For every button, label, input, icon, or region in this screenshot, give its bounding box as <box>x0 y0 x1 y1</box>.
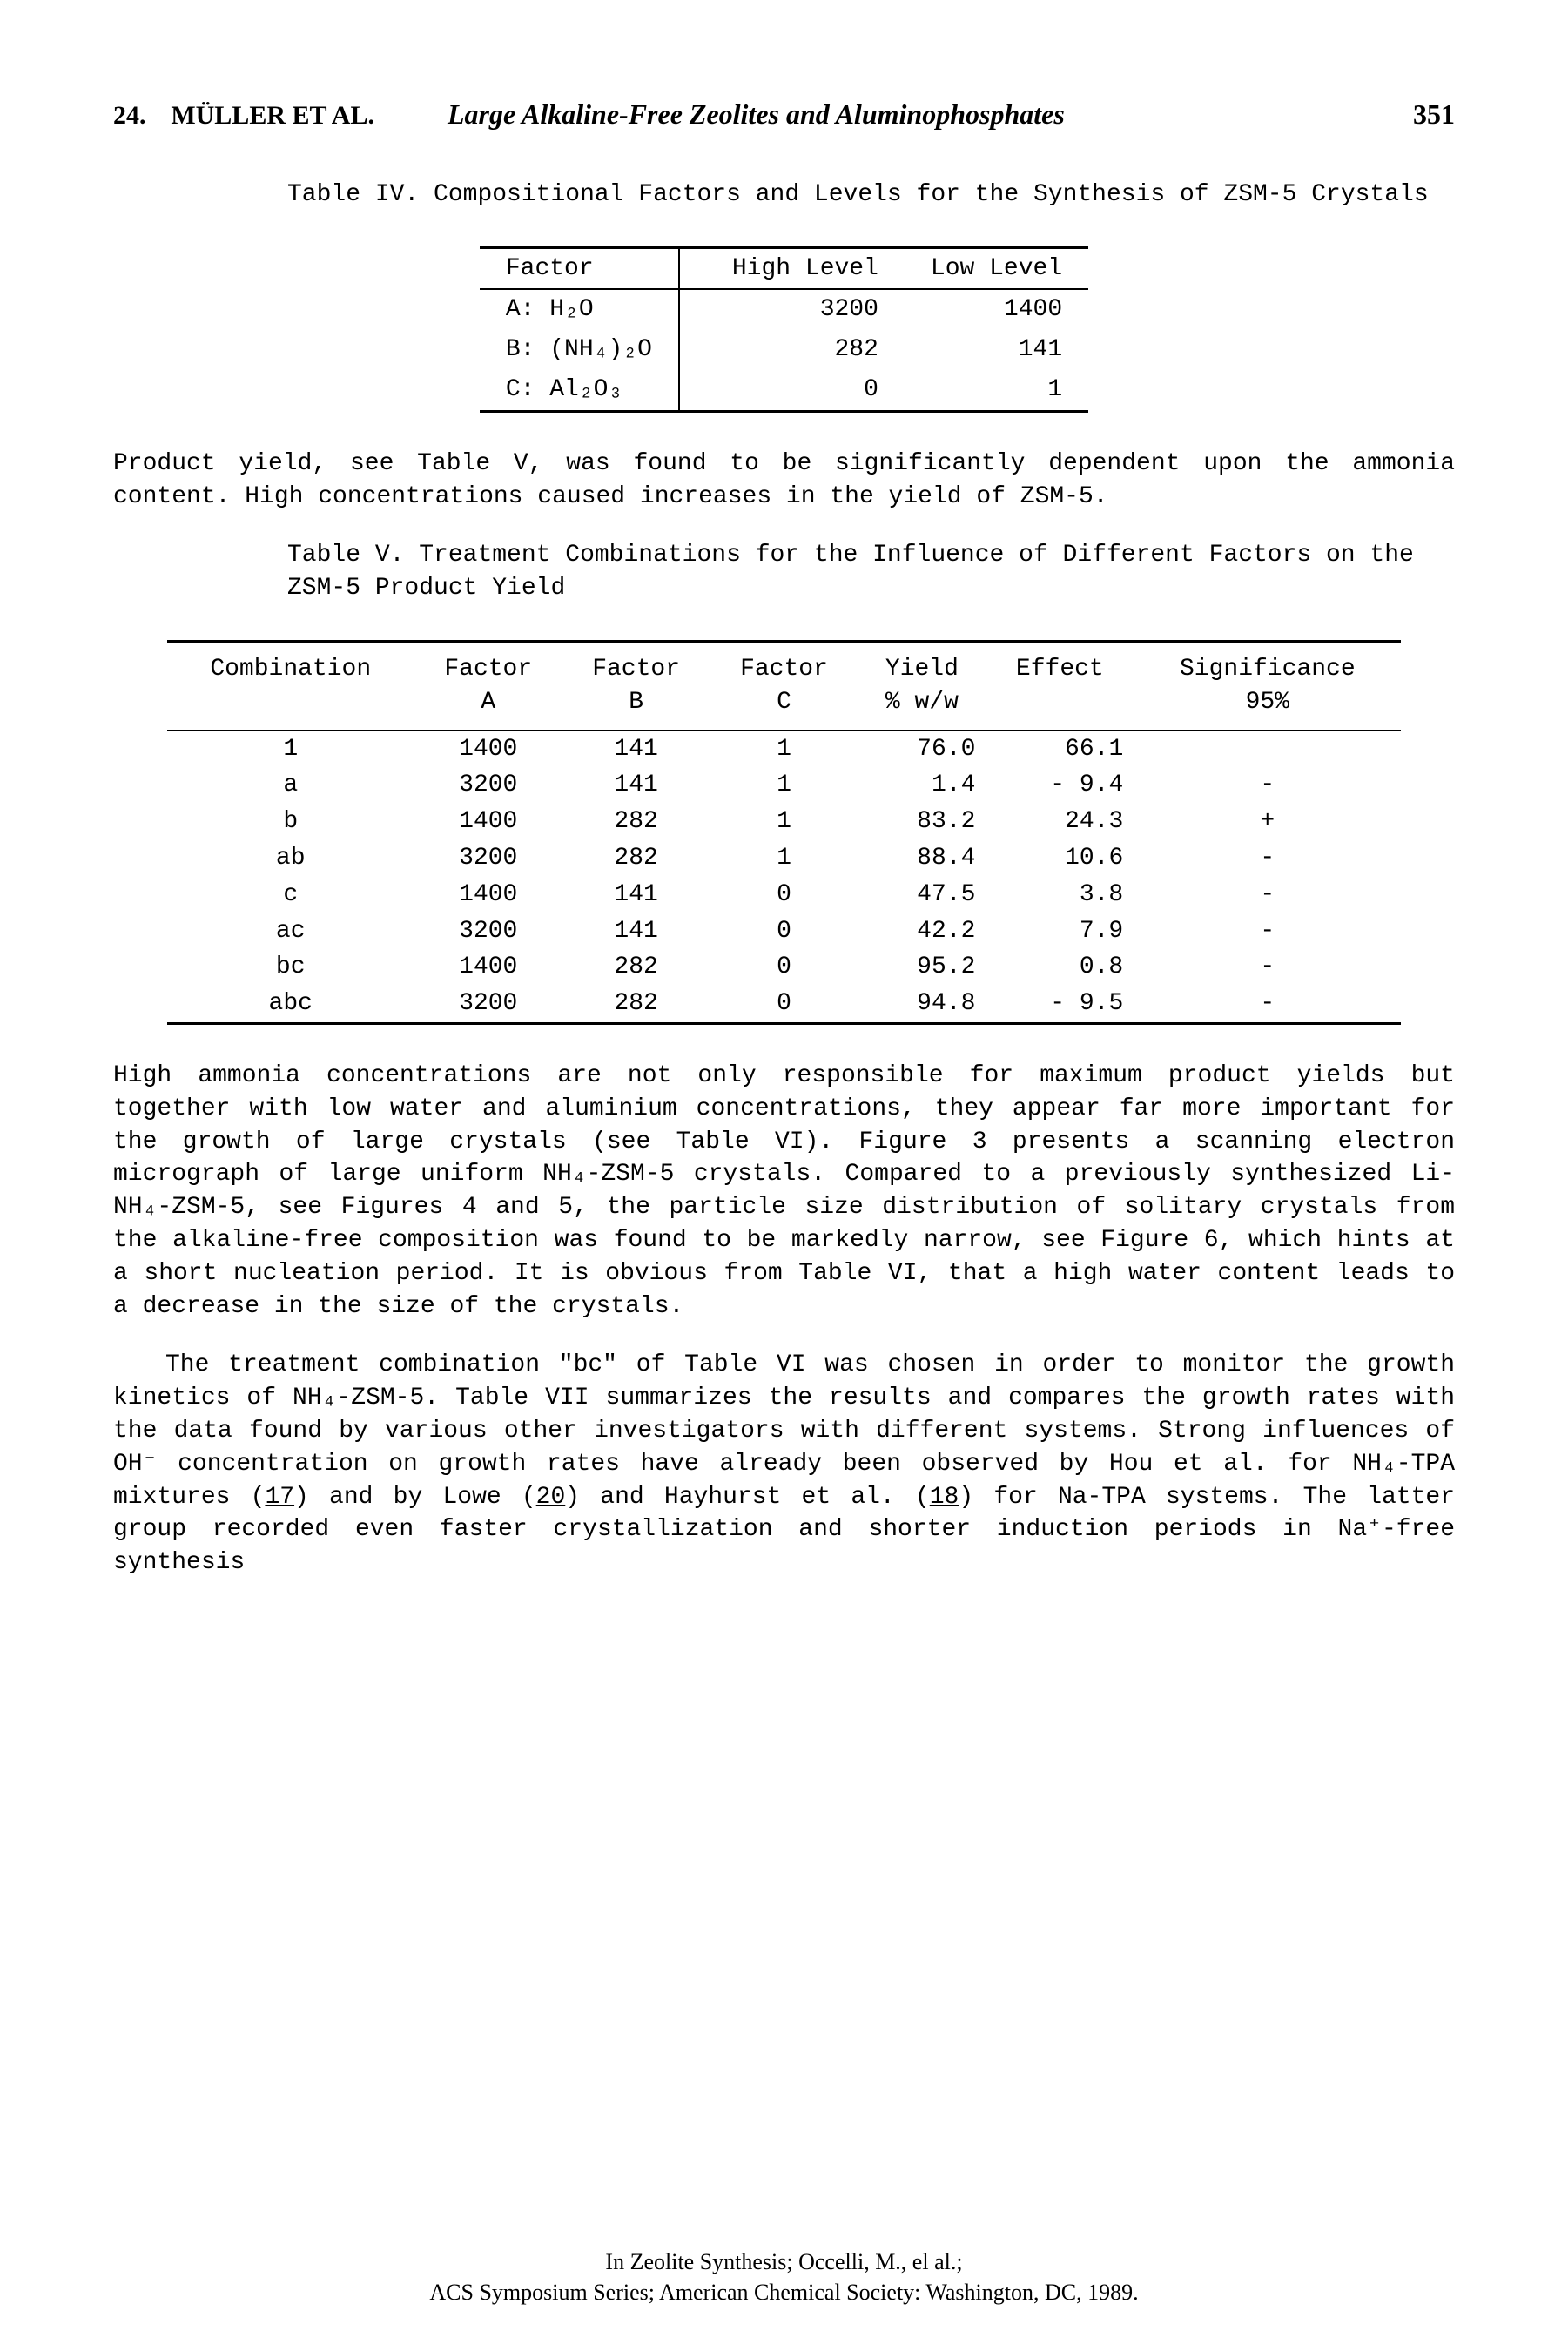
table5-cell: 42.2 <box>858 913 986 950</box>
table5-header: FactorC <box>710 641 858 730</box>
table4-cell: 3200 <box>679 289 905 330</box>
table5-cell: 88.4 <box>858 840 986 877</box>
table5-cell: - 9.4 <box>986 767 1134 804</box>
table5-cell: 3200 <box>414 913 562 950</box>
table5-cell: 1400 <box>414 877 562 913</box>
table5-cell: 1 <box>167 731 414 768</box>
table4-cell: 0 <box>679 370 905 411</box>
page-number: 351 <box>1413 96 1455 133</box>
table5-cell: 1400 <box>414 804 562 840</box>
table5-cell: 1.4 <box>858 767 986 804</box>
table4-cell: 1400 <box>905 289 1088 330</box>
table4-caption: Table IV. Compositional Factors and Leve… <box>287 179 1455 212</box>
table5-cell: 1400 <box>414 949 562 986</box>
chapter-title: Large Alkaline-Free Zeolites and Alumino… <box>448 98 1065 130</box>
table5-header: Combination <box>167 641 414 730</box>
table4-cell: A: H₂O <box>480 289 679 330</box>
table5-cell: 0 <box>710 949 858 986</box>
table5-cell <box>1134 731 1401 768</box>
table5-cell: 83.2 <box>858 804 986 840</box>
table5-cell: 95.2 <box>858 949 986 986</box>
chapter-authors: 24. MÜLLER ET AL. Large Alkaline-Free Ze… <box>113 96 1065 135</box>
table5-cell: 47.5 <box>858 877 986 913</box>
chapter-number: 24. <box>113 101 146 130</box>
table5-cell: b <box>167 804 414 840</box>
table5-cell: a <box>167 767 414 804</box>
table5-cell: 0 <box>710 877 858 913</box>
table5-cell: - <box>1134 913 1401 950</box>
paragraph-2: High ammonia concentrations are not only… <box>113 1060 1455 1323</box>
table5-cell: 141 <box>562 731 710 768</box>
table5-cell: 94.8 <box>858 986 986 1023</box>
table5-header: FactorB <box>562 641 710 730</box>
table5-cell: - <box>1134 877 1401 913</box>
table5-header: FactorA <box>414 641 562 730</box>
table4-cell: 282 <box>679 330 905 370</box>
table5-cell: 282 <box>562 840 710 877</box>
table5-cell: 1 <box>710 804 858 840</box>
table5-cell: ab <box>167 840 414 877</box>
paragraph-1: Product yield, see Table V, was found to… <box>113 448 1455 514</box>
table5-cell: - <box>1134 949 1401 986</box>
table5-cell: 24.3 <box>986 804 1134 840</box>
table5-cell: 1 <box>710 767 858 804</box>
table5-cell: ac <box>167 913 414 950</box>
table4-cell: 141 <box>905 330 1088 370</box>
table5-cell: 1 <box>710 840 858 877</box>
table5-cell: 0.8 <box>986 949 1134 986</box>
paragraph-3: The treatment combination "bc" of Table … <box>113 1349 1455 1580</box>
table5-cell: - 9.5 <box>986 986 1134 1023</box>
table5-cell: 141 <box>562 913 710 950</box>
table4-cell: 1 <box>905 370 1088 411</box>
table5-cell: c <box>167 877 414 913</box>
table5-cell: bc <box>167 949 414 986</box>
table5-header: Effect <box>986 641 1134 730</box>
footer-line2: ACS Symposium Series; American Chemical … <box>0 2277 1568 2307</box>
table5-header: Yield% w/w <box>858 641 986 730</box>
table5-cell: 76.0 <box>858 731 986 768</box>
table5-cell: + <box>1134 804 1401 840</box>
authors: MÜLLER ET AL. <box>171 101 374 130</box>
table5-cell: 282 <box>562 804 710 840</box>
table5-cell: 10.6 <box>986 840 1134 877</box>
table5-cell: - <box>1134 767 1401 804</box>
page-footer: In Zeolite Synthesis; Occelli, M., el al… <box>0 2247 1568 2307</box>
table4-cell: C: Al₂O₃ <box>480 370 679 411</box>
table5: CombinationFactorAFactorBFactorCYield% w… <box>167 640 1402 1025</box>
table5-cell: abc <box>167 986 414 1023</box>
table5-header: Significance95% <box>1134 641 1401 730</box>
table5-cell: 3200 <box>414 840 562 877</box>
table5-cell: 1400 <box>414 731 562 768</box>
table5-cell: 141 <box>562 877 710 913</box>
table5-cell: 0 <box>710 913 858 950</box>
table4-cell: B: (NH₄)₂O <box>480 330 679 370</box>
table5-cell: 0 <box>710 986 858 1023</box>
footer-line1: In Zeolite Synthesis; Occelli, M., el al… <box>0 2247 1568 2277</box>
table5-cell: 7.9 <box>986 913 1134 950</box>
table5-cell: - <box>1134 986 1401 1023</box>
table4: Factor High Level Low Level A: H₂O 3200 … <box>480 246 1088 413</box>
table5-caption: Table V. Treatment Combinations for the … <box>287 539 1455 605</box>
page-header: 24. MÜLLER ET AL. Large Alkaline-Free Ze… <box>113 96 1455 135</box>
table5-cell: 1 <box>710 731 858 768</box>
table5-cell: 66.1 <box>986 731 1134 768</box>
table5-cell: 141 <box>562 767 710 804</box>
table5-cell: 282 <box>562 986 710 1023</box>
table5-cell: - <box>1134 840 1401 877</box>
table5-cell: 3200 <box>414 986 562 1023</box>
table4-header-low: Low Level <box>905 247 1088 289</box>
table5-cell: 3200 <box>414 767 562 804</box>
table4-header-high: High Level <box>679 247 905 289</box>
table5-cell: 3.8 <box>986 877 1134 913</box>
table5-cell: 282 <box>562 949 710 986</box>
table4-header-factor: Factor <box>480 247 679 289</box>
